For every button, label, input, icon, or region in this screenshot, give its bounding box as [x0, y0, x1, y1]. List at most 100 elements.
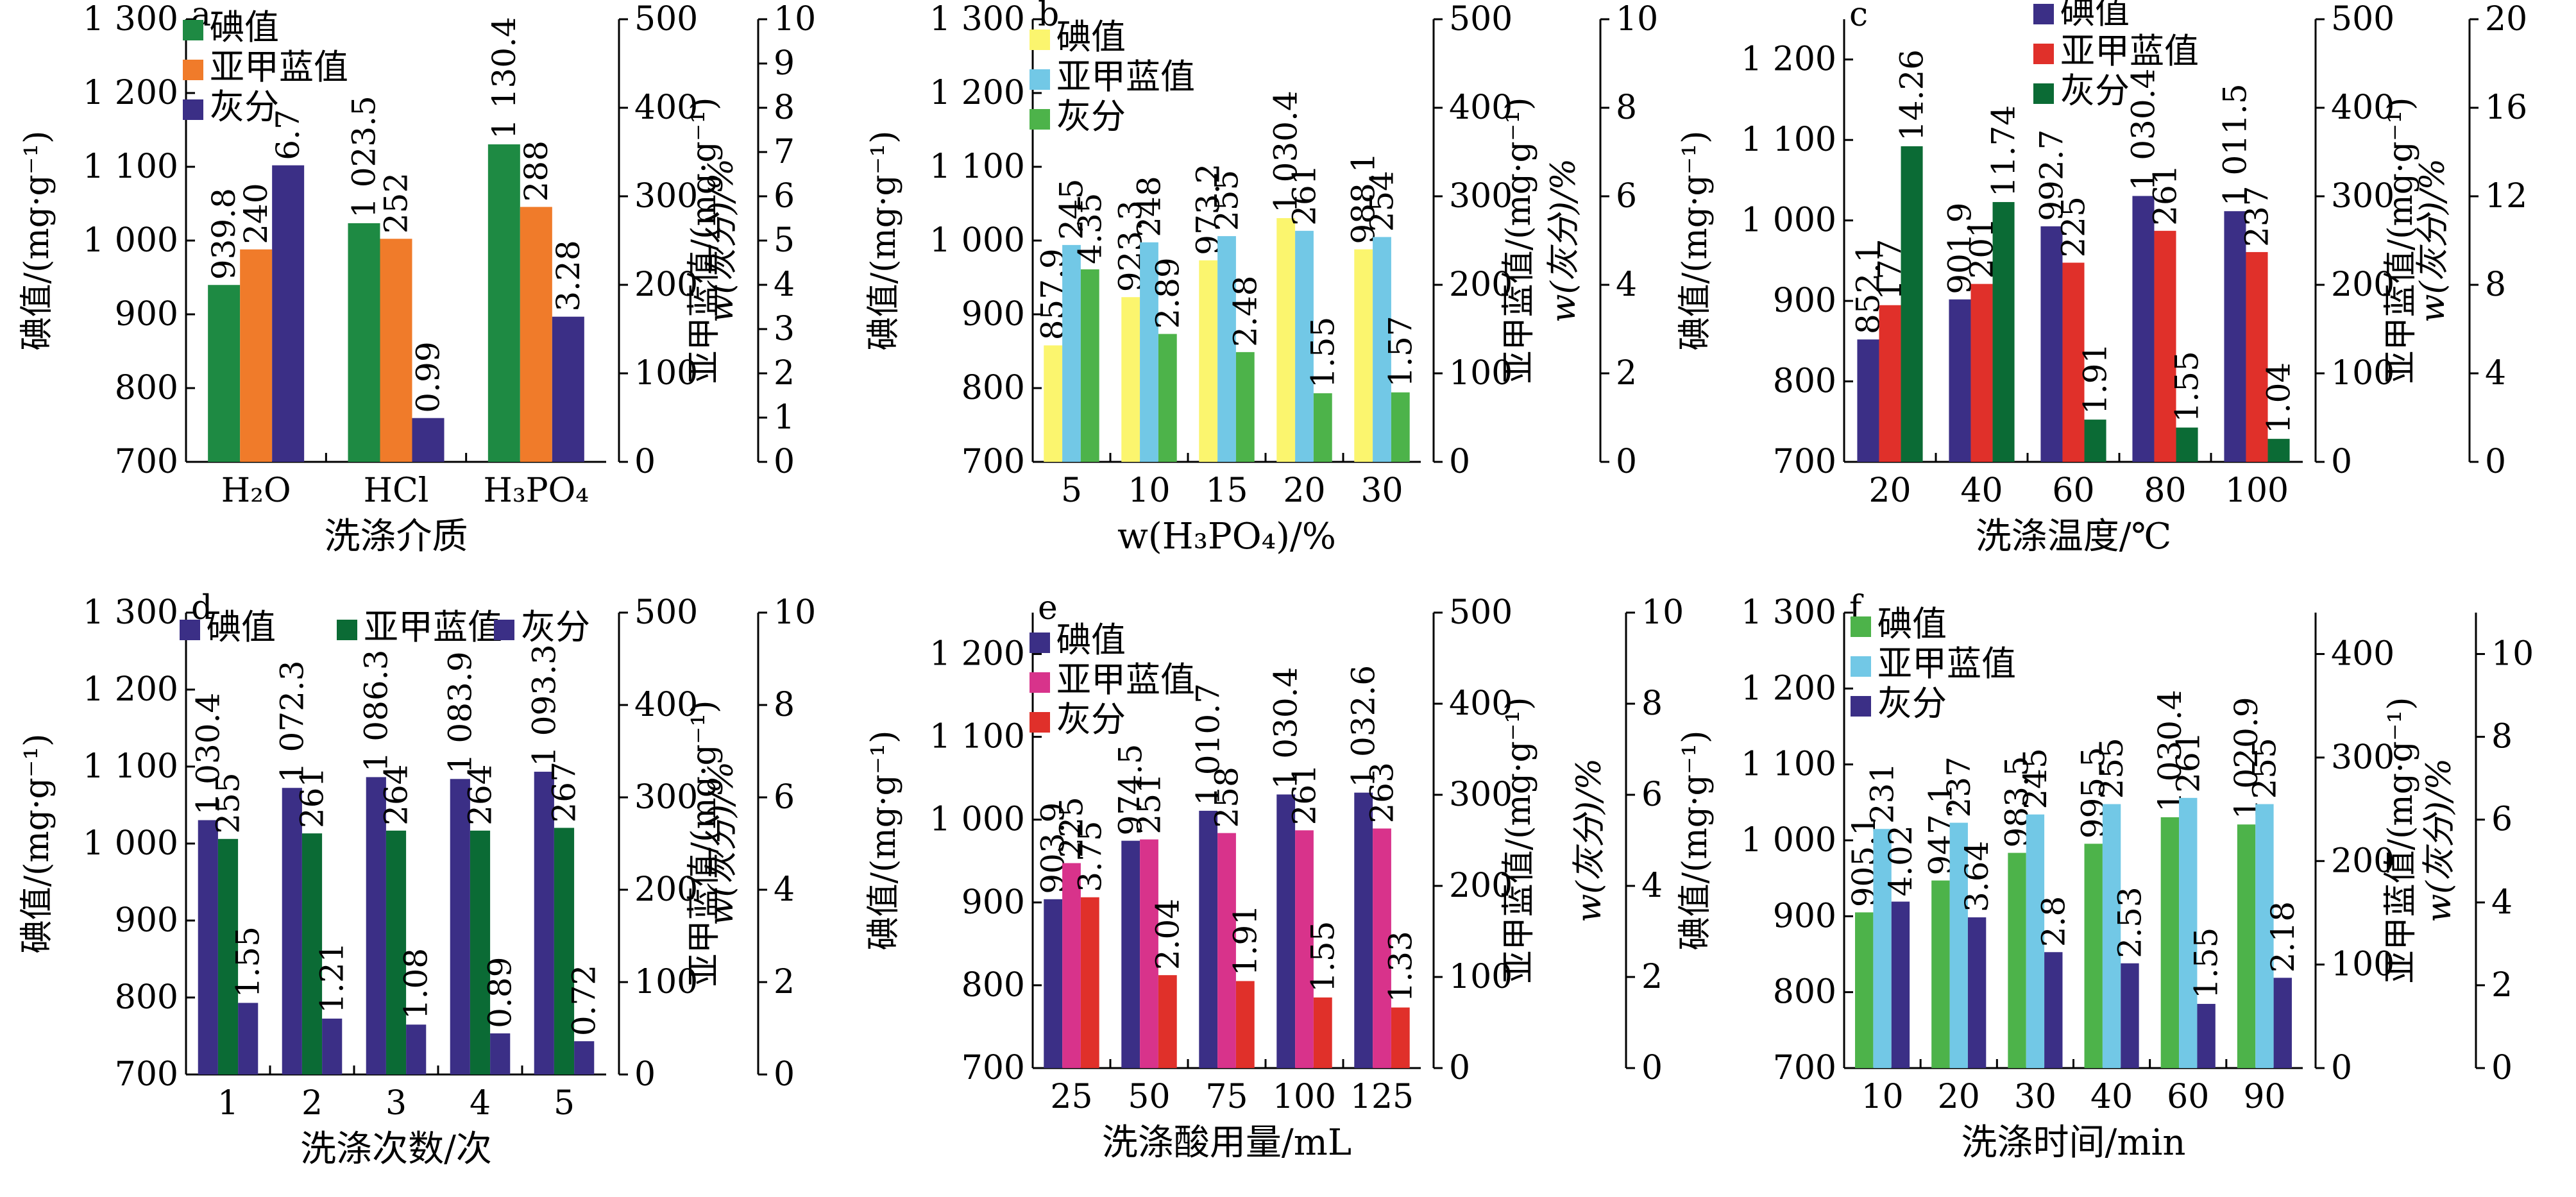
right2-tick-label: 16 [2485, 89, 2527, 127]
data-label: 231 [1864, 763, 1901, 824]
data-label: 264 [378, 764, 415, 825]
bar-c-s1 [2246, 251, 2268, 462]
right2-tick-label: 8 [1616, 89, 1637, 127]
legend-swatch [494, 620, 514, 640]
bar-d-s2 [322, 1018, 343, 1074]
bar-f-s0 [2008, 853, 2026, 1068]
legend-swatch [2033, 83, 2054, 104]
x-tick-label: 30 [1360, 471, 1403, 510]
data-label: 1 093.3 [525, 644, 563, 767]
right2-tick-label: 3 [774, 310, 795, 348]
bar-d-s2 [574, 1041, 595, 1074]
left-tick-label: 1 000 [1741, 821, 1836, 860]
x-tick-label: 3 [386, 1084, 407, 1123]
x-tick-label: 20 [1938, 1078, 1980, 1116]
left-tick-label: 900 [962, 883, 1025, 922]
data-label: 245 [1053, 178, 1090, 239]
data-label: 3.28 [550, 240, 587, 311]
bar-e-s1 [1062, 863, 1081, 1068]
bar-c-s2 [2084, 420, 2106, 462]
left-tick-label: 800 [962, 966, 1025, 1005]
right1-tick-label: 500 [634, 0, 698, 38]
left-tick-label: 900 [115, 901, 178, 940]
data-label: 1 130.4 [486, 17, 523, 139]
right1-tick-label: 400 [2331, 89, 2394, 127]
bar-a-s0 [348, 223, 380, 462]
x-tick-label: 30 [2014, 1078, 2056, 1116]
legend-label: 碘值 [1056, 620, 1126, 660]
data-label: 288 [518, 140, 555, 201]
data-label: 245 [2017, 748, 2054, 809]
data-label: 267 [546, 761, 583, 822]
left-tick-label: 1 300 [1741, 593, 1836, 632]
legend-swatch [183, 20, 203, 40]
bar-c-s2 [1992, 201, 2015, 462]
right1-tick-label: 200 [2331, 266, 2394, 304]
bar-f-s0 [2237, 824, 2256, 1068]
bar-e-s0 [1276, 794, 1296, 1068]
bar-c-s1 [1970, 284, 1993, 462]
legend-label: 亚甲蓝值 [210, 47, 348, 87]
left-tick-label: 900 [962, 295, 1025, 334]
left-tick-label: 700 [962, 443, 1025, 481]
x-axis-title: 洗涤次数/次 [300, 1128, 492, 1170]
data-label: 974.5 [1112, 744, 1149, 836]
bar-e-s0 [1044, 899, 1063, 1068]
bar-a-s2 [552, 316, 584, 462]
y-axis-title-right2: w(灰分)/% [2420, 758, 2459, 922]
right2-tick-label: 0 [774, 443, 795, 481]
right1-tick-label: 500 [1449, 0, 1513, 38]
x-tick-label: 60 [2167, 1078, 2209, 1116]
bar-b-s1 [1140, 242, 1158, 462]
bar-b-s0 [1354, 249, 1373, 462]
data-label: 254 [1364, 171, 1401, 232]
y-axis-title-right1: 亚甲蓝值/(mg·g⁻¹) [685, 700, 724, 987]
legend-swatch [1030, 69, 1050, 90]
x-axis-title: 洗涤酸用量/mL [1102, 1122, 1352, 1164]
right2-tick-label: 2 [774, 963, 795, 1001]
y-axis-title-left: 碘值/(mg·g⁻¹) [18, 131, 56, 351]
y-axis-title-right2: w(灰分)/% [702, 761, 741, 926]
data-label: 1 030.4 [2151, 690, 2189, 812]
data-label: 1 030.4 [2124, 69, 2162, 191]
data-label: 939.8 [205, 188, 242, 280]
x-tick-label: HCl [364, 471, 429, 510]
y-axis-title-right1: 亚甲蓝值/(mg·g⁻¹) [685, 98, 724, 384]
left-tick-label: 700 [1773, 1049, 1836, 1087]
left-tick-label: 700 [1773, 443, 1836, 481]
bar-d-s1 [386, 830, 407, 1074]
x-tick-label: 100 [2225, 471, 2289, 510]
legend-label: 碘值 [1877, 604, 1947, 644]
data-label: 6.7 [269, 109, 307, 160]
data-label: 255 [1208, 170, 1246, 231]
data-label: 2.04 [1149, 899, 1186, 970]
y-axis-title-left: 碘值/(mg·g⁻¹) [18, 734, 56, 954]
right2-tick-label: 10 [774, 593, 816, 632]
x-tick-label: 4 [470, 1084, 491, 1123]
bar-b-s0 [1276, 218, 1296, 462]
bar-f-s2 [2273, 978, 2292, 1068]
x-tick-label: 10 [1128, 471, 1170, 510]
right2-tick-label: 4 [774, 870, 795, 909]
right1-tick-label: 300 [2331, 738, 2394, 777]
x-axis-title: w(H₃PO₄)/% [1117, 516, 1336, 557]
data-label: 1 011.5 [2216, 83, 2253, 206]
bar-c-s1 [1879, 305, 1901, 462]
right2-tick-label: 0 [1616, 443, 1637, 481]
x-tick-label: 40 [2090, 1078, 2133, 1116]
data-label: 1.08 [398, 948, 435, 1019]
right1-tick-label: 200 [634, 266, 698, 304]
left-tick-label: 1 100 [83, 148, 178, 186]
right2-tick-label: 10 [1616, 0, 1658, 38]
right2-tick-label: 8 [774, 686, 795, 724]
data-label: 11.74 [1985, 105, 2022, 197]
x-tick-label: H₂O [221, 471, 291, 510]
data-label: 2.89 [1149, 257, 1186, 328]
legend-label: 亚甲蓝值 [364, 607, 502, 647]
x-tick-label: 40 [1960, 471, 2003, 510]
bar-f-s1 [2102, 804, 2121, 1068]
data-label: 1 072.3 [273, 660, 310, 783]
data-label: 261 [2169, 731, 2207, 792]
